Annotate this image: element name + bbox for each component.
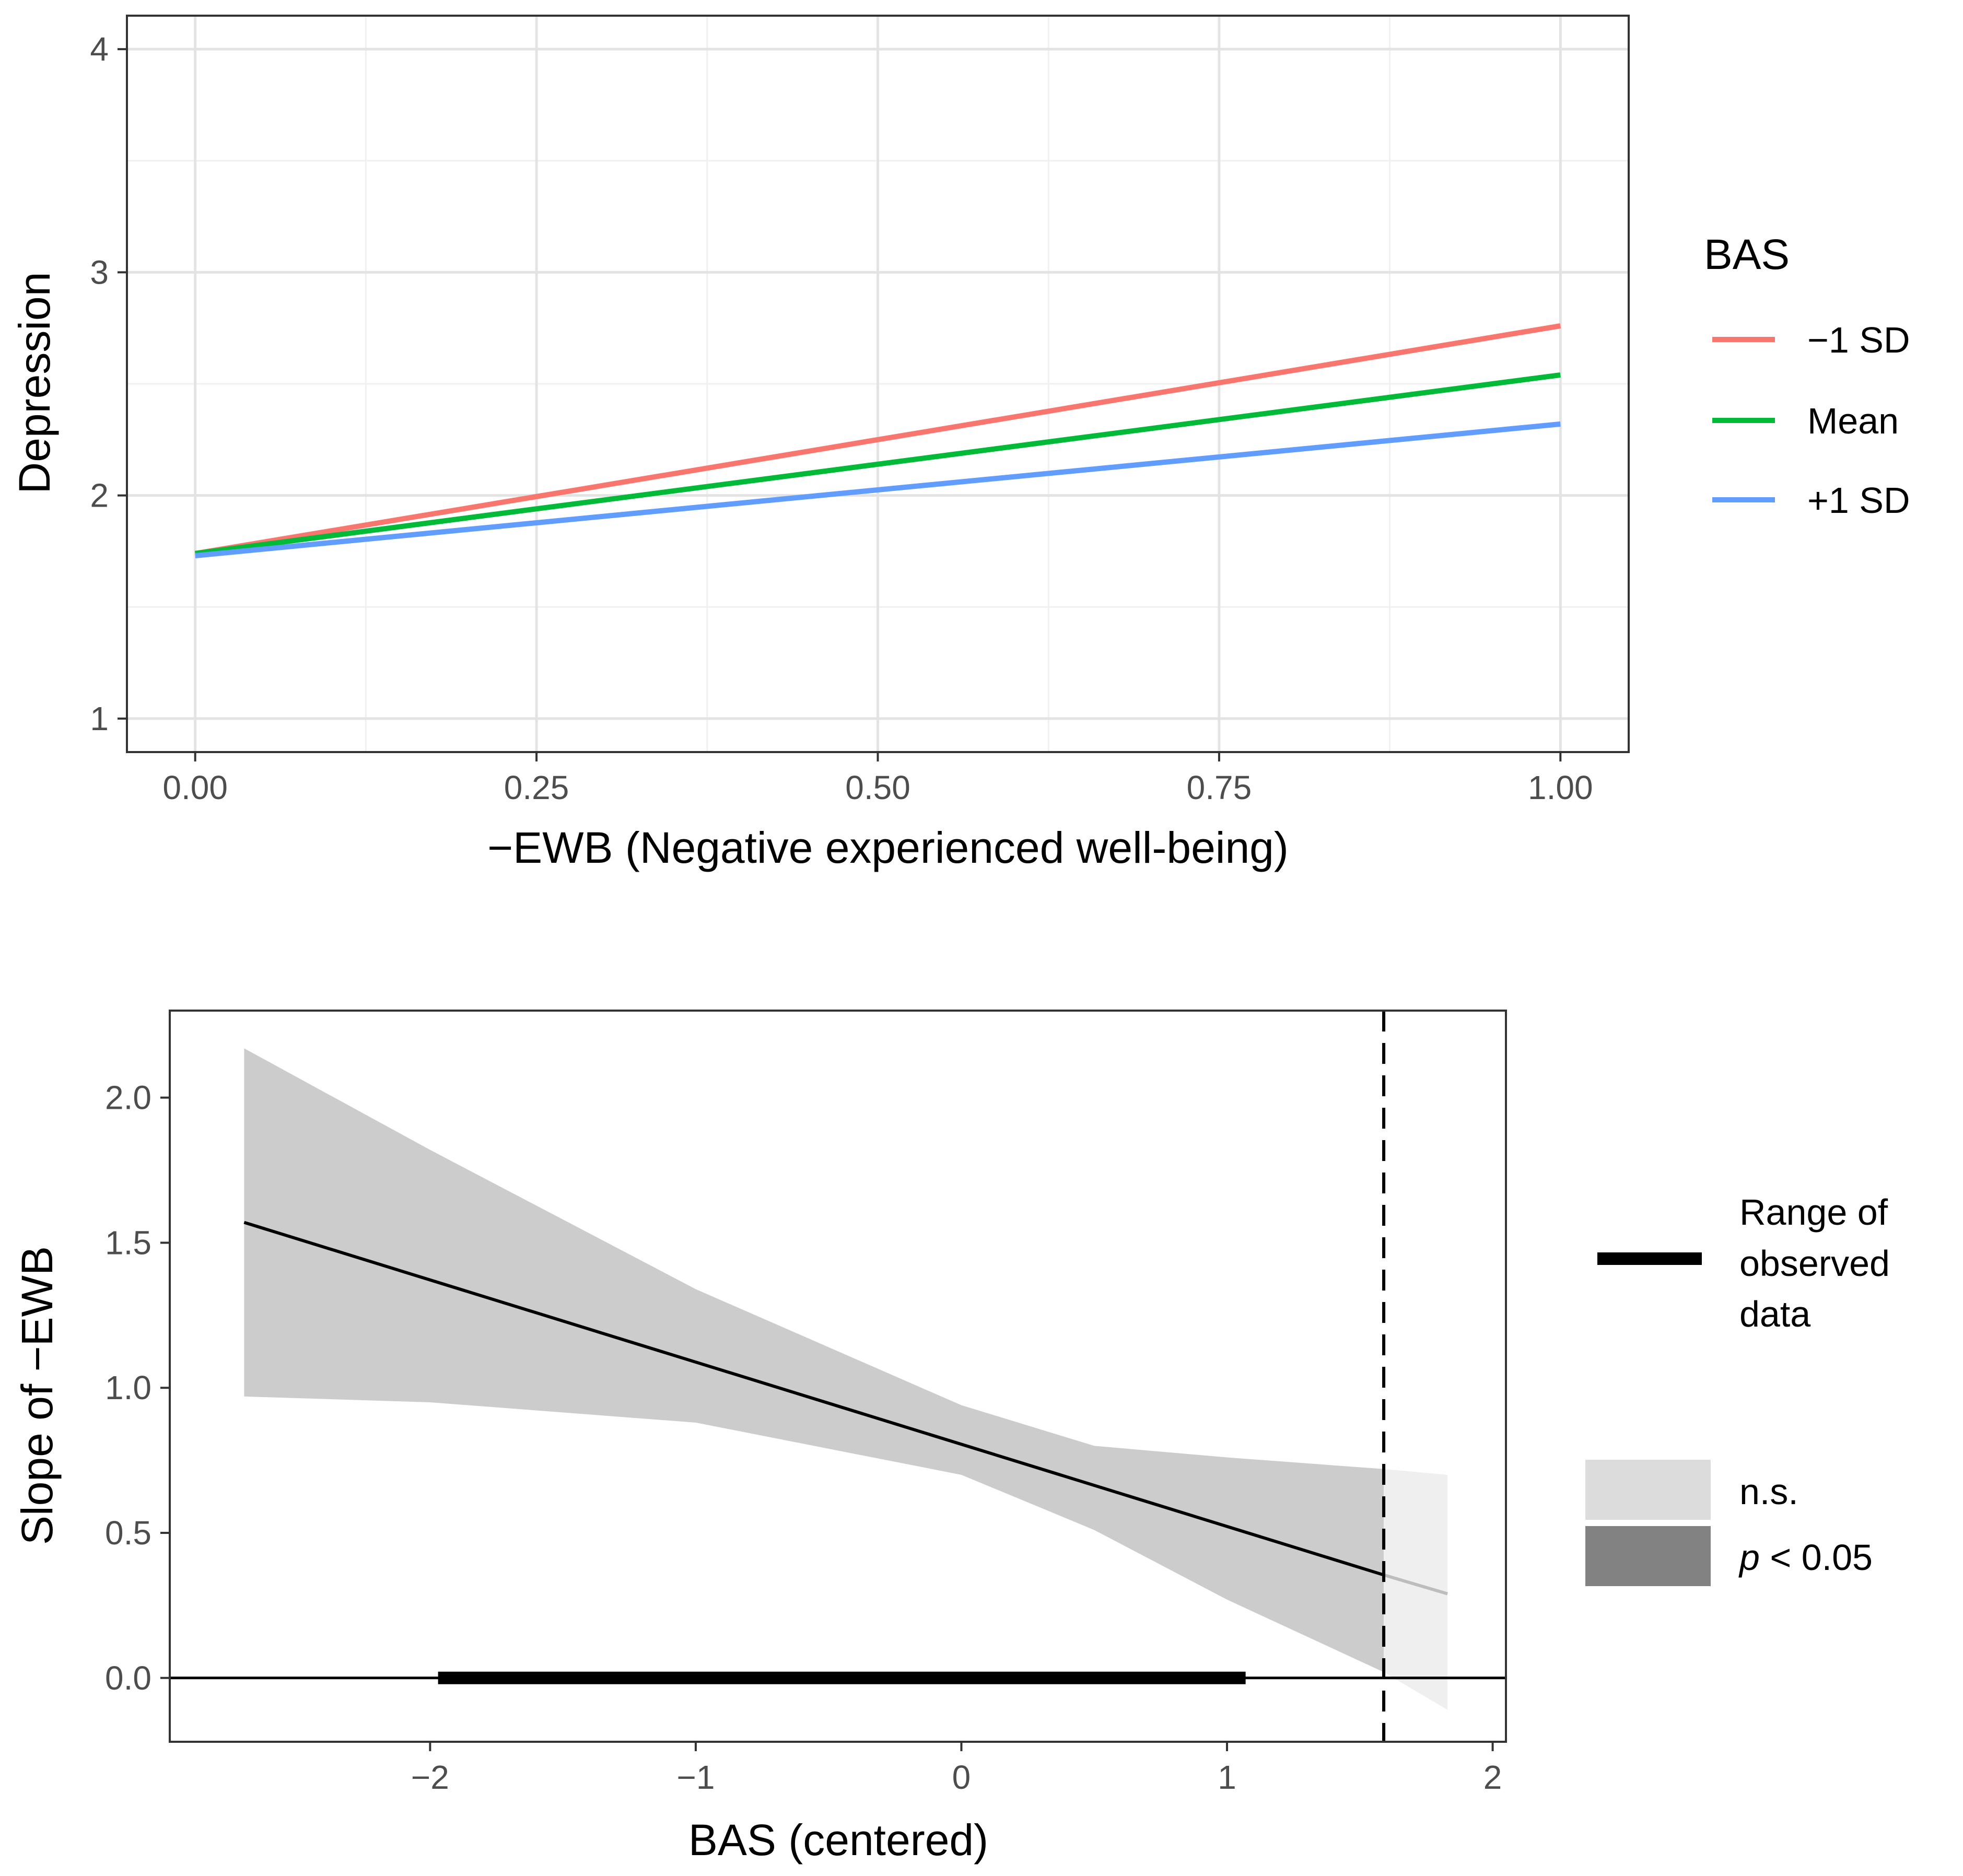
top-legend-title: BAS: [1704, 231, 1790, 278]
bottom-y-tick-label: 2.0: [105, 1079, 151, 1117]
top-x-tick-label: 0.00: [162, 769, 228, 806]
top-series-lines: [194, 323, 1561, 558]
legend-range-line-1: Range of: [1739, 1192, 1888, 1233]
bottom-y-axis-title: Slope of −EWB: [13, 1246, 62, 1545]
legend-label-ns: n.s.: [1739, 1471, 1798, 1512]
legend-label-significant: p < 0.05: [1738, 1537, 1873, 1578]
top-axes: 0.00 0.25 0.50 0.75 1.00 1 2 3 4: [90, 30, 1593, 806]
top-y-axis-title: Depression: [10, 272, 59, 494]
top-x-axis-title: −EWB (Negative experienced well-being): [487, 823, 1289, 872]
legend-key-significant: [1585, 1526, 1711, 1586]
legend-label-threshold: < 0.05: [1760, 1537, 1873, 1578]
top-legend: BAS −1 SD Mean +1 SD: [1704, 231, 1910, 521]
bottom-chart: −2 −1 0 1 2 0.0 0.5 1.0 1.5 2.0 BAS (centered) Sl…: [13, 1010, 1890, 1865]
bottom-x-tick-label: 0: [952, 1758, 971, 1796]
bottom-x-tick-label: 2: [1483, 1758, 1502, 1796]
legend-key-ns: [1585, 1460, 1711, 1520]
bottom-y-tick-label: 1.5: [105, 1224, 151, 1261]
series-line-mean: [195, 372, 1561, 556]
bottom-axes: −2 −1 0 1 2 0.0 0.5 1.0 1.5 2.0: [105, 1079, 1502, 1796]
bottom-x-axis-title: BAS (centered): [688, 1815, 988, 1865]
top-y-tick-label: 4: [90, 30, 109, 68]
top-x-tick-label: 0.25: [504, 769, 569, 806]
top-y-tick-label: 2: [90, 477, 109, 514]
top-x-tick-label: 0.75: [1187, 769, 1252, 806]
bottom-x-tick-label: −1: [676, 1758, 715, 1796]
top-chart: 0.00 0.25 0.50 0.75 1.00 1 2 3 4 −EWB (Negative …: [0, 0, 1963, 888]
legend-range-line-3: data: [1739, 1294, 1810, 1334]
bottom-panel-border: [169, 1010, 1507, 1743]
series-line-plus-1sd: [195, 421, 1561, 558]
legend-label-minus-1sd: −1 SD: [1807, 320, 1910, 360]
legend-range-line-2: observed: [1739, 1243, 1890, 1284]
legend-label-mean: Mean: [1807, 401, 1899, 441]
top-x-tick-label: 0.50: [845, 769, 910, 806]
top-chart-background: [0, 0, 1963, 888]
bottom-lines: [170, 1011, 1506, 1742]
confidence-band-significant: [244, 1048, 1384, 1672]
legend-label-p: p: [1738, 1537, 1760, 1578]
legend-label-plus-1sd: +1 SD: [1807, 480, 1910, 521]
top-gridlines: [127, 16, 1629, 752]
bottom-x-tick-label: 1: [1218, 1758, 1236, 1796]
top-y-tick-label: 1: [90, 700, 109, 737]
top-x-tick-label: 1.00: [1528, 769, 1593, 806]
bottom-y-tick-label: 0.0: [105, 1659, 151, 1697]
bottom-x-tick-label: −2: [411, 1758, 449, 1796]
slope-line-significant: [243, 1221, 1384, 1577]
confidence-band-ns: [1384, 1469, 1448, 1710]
bottom-legend: Range of observed data n.s. p < 0.05: [1585, 1192, 1890, 1586]
slope-line-ns: [1383, 1573, 1448, 1596]
series-line-minus-1sd: [194, 323, 1561, 556]
top-y-tick-label: 3: [90, 253, 109, 291]
bottom-y-tick-label: 1.0: [105, 1369, 151, 1406]
confidence-bands: [244, 1048, 1448, 1710]
bottom-y-tick-label: 0.5: [105, 1514, 151, 1552]
